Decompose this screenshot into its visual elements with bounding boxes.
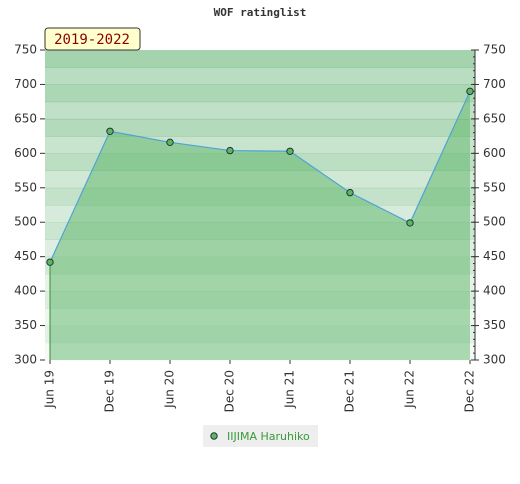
marker [166,138,174,147]
x-tick-label: Dec 21 [343,370,357,412]
band [45,342,475,361]
chart-title: WOF ratinglist [214,6,307,19]
y-tick-label: 400 [14,284,37,298]
y-tick-label: 600 [14,146,37,160]
y2-tick-label: 600 [483,146,506,160]
band [45,273,475,292]
y-tick-label: 750 [14,43,37,57]
y-tick-label: 450 [14,249,37,263]
y2-tick-label: 350 [483,318,506,332]
y-tick-label: 300 [14,353,37,367]
band [45,256,475,275]
y-tick-label: 650 [14,111,37,125]
legend [203,425,318,447]
plot [46,87,474,360]
band [45,136,475,154]
y2-tick-label: 650 [483,111,506,125]
annotation-box [44,27,141,51]
annotation: 2019-2022 [54,32,130,48]
y2-tick-label: 300 [483,353,506,367]
band [45,325,475,344]
legend-label: IIJIMA Haruhiko [227,430,310,443]
y2-tick-label: 400 [483,284,506,298]
band [45,50,475,68]
band [45,308,475,327]
band [45,101,475,120]
y-tick-label: 500 [14,215,37,229]
band [45,170,475,189]
x-tick-label: Jun 22 [403,370,417,409]
x-tick-label: Jun 19 [43,370,57,409]
band [45,84,475,103]
x-tick-label: Dec 20 [223,370,237,412]
band [45,153,475,172]
x-tick-label: Jun 20 [163,370,177,409]
y2-tick-label: 500 [483,215,506,229]
band [45,222,475,240]
marker [466,87,474,96]
marker [286,147,294,155]
marker [106,127,114,135]
y2-tick-label: 750 [483,43,506,57]
y-tick-label: 550 [14,180,37,194]
y2-tick-label: 700 [483,77,506,91]
y-tick-label: 700 [14,77,37,91]
area [50,91,470,360]
x-tick-label: Jun 21 [283,370,297,409]
marker [406,219,414,227]
background [45,50,475,361]
marker [226,146,234,155]
band [45,205,475,223]
marker [46,258,54,266]
band [45,67,475,85]
x-tick-label: Dec 19 [103,370,117,412]
line [49,91,471,263]
y2-tick-label: 450 [483,249,506,263]
band [45,291,475,309]
marker [346,188,354,197]
band [45,118,475,137]
y-tick-label: 350 [14,318,37,332]
band [45,239,475,258]
x-tick-label: Dec 22 [463,370,477,412]
y2-tick-label: 550 [483,180,506,194]
legend-marker [210,432,218,440]
